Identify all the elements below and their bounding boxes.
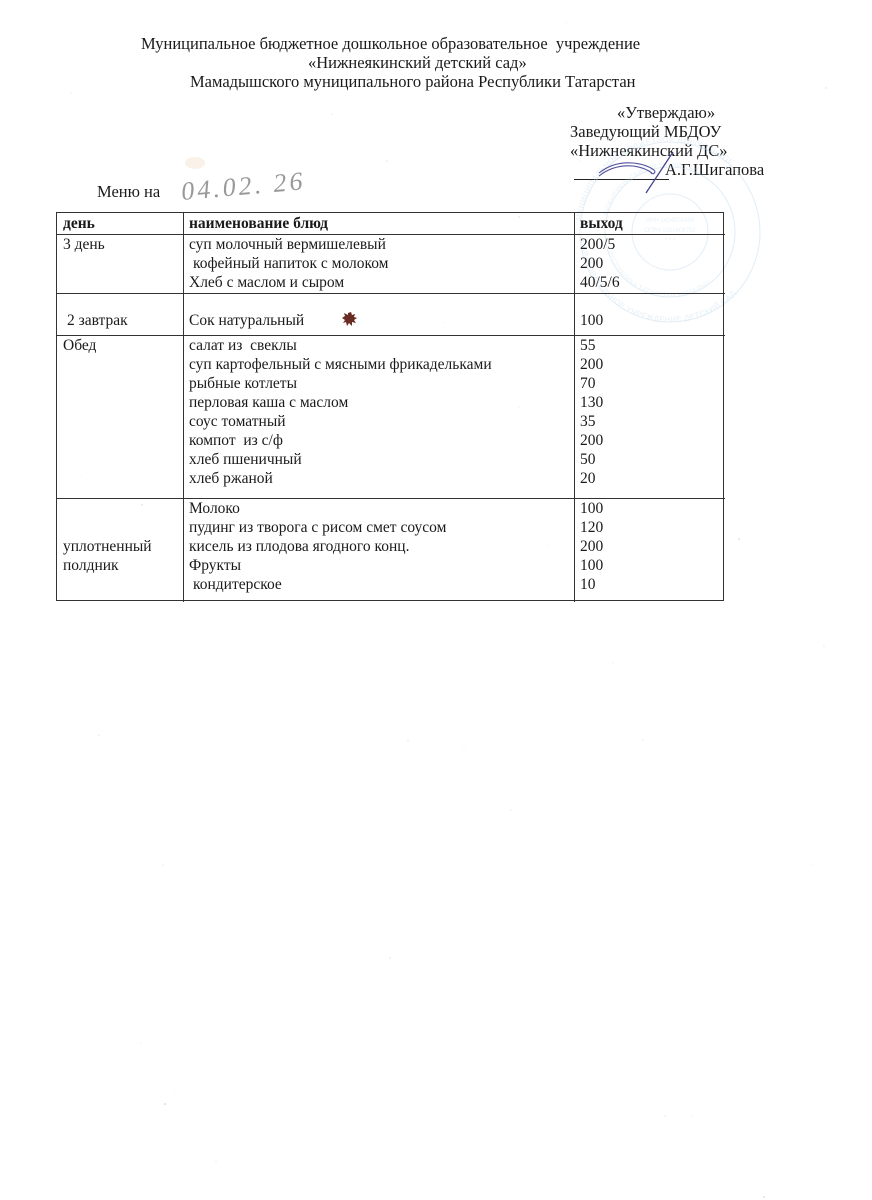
- svg-text:04.02. 26: 04.02. 26: [180, 166, 307, 206]
